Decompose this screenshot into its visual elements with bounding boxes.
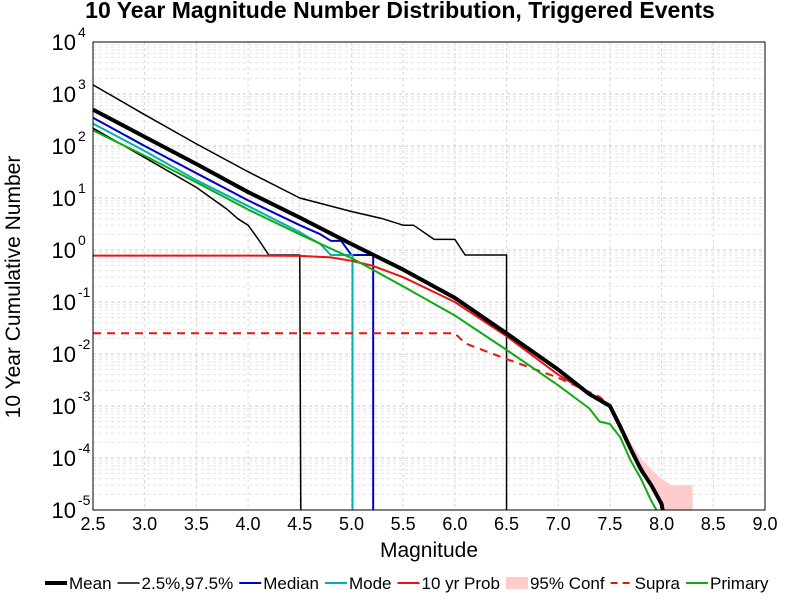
chart-title: 10 Year Magnitude Number Distribution, T… <box>85 0 715 23</box>
legend-label: Mode <box>349 574 392 593</box>
x-tick-label: 9.0 <box>752 514 777 534</box>
x-tick-label: 3.0 <box>132 514 157 534</box>
confidence-band-area <box>609 401 693 510</box>
legend-label: 2.5%,97.5% <box>142 574 234 593</box>
legend-item: Supra <box>610 574 681 593</box>
legend-label: 95% Conf <box>530 574 605 593</box>
plot-frame <box>92 41 766 511</box>
legend-label: 10 yr Prob <box>422 574 500 593</box>
x-tick-label: 4.0 <box>236 514 261 534</box>
y-tick-exponent: 1 <box>78 180 86 196</box>
legend-item: Median <box>239 574 319 593</box>
legend-item: Mean <box>45 574 112 593</box>
x-tick-labels: 2.5 3.0 3.5 4.0 4.5 5.0 5.5 6.0 6.5 7.0 7.5 8.0 8.5 9… <box>80 514 777 534</box>
x-tick-label: 7.5 <box>597 514 622 534</box>
x-tick-label: 4.5 <box>287 514 312 534</box>
x-tick-label: 5.5 <box>391 514 416 534</box>
y-tick-exponent: -5 <box>78 492 91 508</box>
y-tick-exponent: 2 <box>78 128 86 144</box>
legend-item: 10 yr Prob <box>397 574 500 593</box>
y-tick-label: 10 <box>52 394 76 419</box>
x-tick-label: 5.0 <box>339 514 364 534</box>
legend-label: Supra <box>635 574 681 593</box>
confidence-band <box>609 401 693 510</box>
y-tick-exponent: 4 <box>78 24 86 40</box>
x-tick-label: 6.0 <box>442 514 467 534</box>
legend-label: Mean <box>69 574 112 593</box>
y-tick-exponent: 3 <box>78 76 86 92</box>
series-line-mean <box>92 107 665 511</box>
legend-label: Median <box>263 574 319 593</box>
legend-label: Primary <box>710 574 769 593</box>
y-tick-label: 10 <box>52 134 76 159</box>
y-tick-label: 10 <box>52 290 76 315</box>
x-tick-label: 8.0 <box>649 514 674 534</box>
series-line-supra <box>93 332 663 507</box>
series-line-97-5 <box>92 84 508 510</box>
x-tick-label: 7.0 <box>546 514 571 534</box>
y-tick-exponent: -4 <box>78 440 91 456</box>
grid <box>92 42 766 511</box>
y-axis-label: 10 Year Cumulative Number <box>2 156 25 419</box>
x-tick-label: 2.5 <box>80 514 105 534</box>
y-tick-label: 10 <box>52 446 76 471</box>
y-tick-exponent: -1 <box>78 284 91 300</box>
y-tick-label: 10 <box>52 498 76 523</box>
y-tick-exponent: 0 <box>78 232 86 248</box>
legend-item: Primary <box>686 574 769 593</box>
x-tick-label: 6.5 <box>494 514 519 534</box>
x-tick-label: 8.5 <box>701 514 726 534</box>
legend: Mean 2.5%,97.5% Median Mode 10 yr Prob 95% Co… <box>45 574 769 593</box>
x-tick-label: 3.5 <box>184 514 209 534</box>
series-group <box>92 84 665 511</box>
y-tick-exponent: -3 <box>78 388 91 404</box>
legend-item: 2.5%,97.5% <box>117 574 234 593</box>
x-axis-label: Magnitude <box>380 539 478 562</box>
series-line-primary <box>92 129 658 511</box>
y-tick-label: 10 <box>52 186 76 211</box>
legend-item: Mode <box>324 574 392 593</box>
y-tick-exponent: -2 <box>78 336 91 352</box>
legend-swatch <box>505 577 528 589</box>
y-tick-label: 10 <box>52 82 76 107</box>
legend-item: 95% Conf <box>505 574 605 593</box>
y-tick-label: 10 <box>52 30 76 55</box>
y-tick-label: 10 <box>52 238 76 263</box>
y-tick-label: 10 <box>52 342 76 367</box>
